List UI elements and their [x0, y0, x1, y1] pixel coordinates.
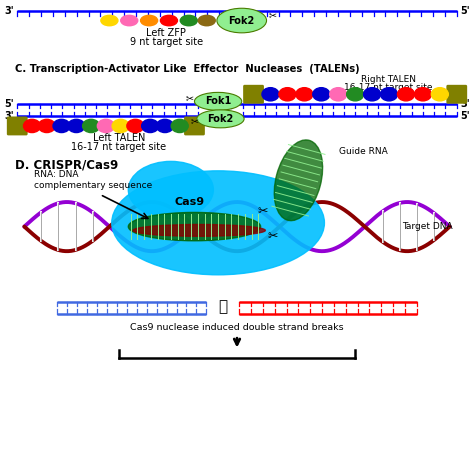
Ellipse shape [101, 15, 118, 26]
Ellipse shape [121, 15, 138, 26]
Ellipse shape [180, 15, 197, 26]
Ellipse shape [133, 225, 265, 237]
Ellipse shape [156, 119, 173, 133]
Text: ✂: ✂ [268, 10, 276, 20]
Text: 16-17 nt target site: 16-17 nt target site [71, 142, 166, 152]
Text: RNA: DNA
complementary sequence: RNA: DNA complementary sequence [34, 170, 152, 191]
Ellipse shape [274, 140, 323, 221]
Ellipse shape [364, 88, 381, 101]
FancyBboxPatch shape [7, 117, 27, 136]
Text: ✂: ✂ [258, 204, 268, 218]
Ellipse shape [142, 119, 159, 133]
Text: 5': 5' [460, 111, 470, 121]
Ellipse shape [194, 92, 242, 110]
Ellipse shape [141, 15, 157, 26]
Text: ✂: ✂ [267, 230, 278, 244]
Text: Target DNA: Target DNA [402, 222, 453, 231]
Ellipse shape [296, 88, 313, 101]
Text: C. Transcription-Activator Like  Effector  Nucleases  (TALENs): C. Transcription-Activator Like Effector… [15, 64, 359, 74]
Ellipse shape [53, 119, 70, 133]
FancyBboxPatch shape [447, 85, 467, 104]
Text: Left TALEN: Left TALEN [92, 133, 145, 143]
Ellipse shape [330, 88, 346, 101]
Ellipse shape [128, 212, 261, 241]
Text: Fok2: Fok2 [207, 114, 234, 124]
Text: 🔥: 🔥 [218, 300, 228, 314]
Ellipse shape [279, 88, 296, 101]
Ellipse shape [160, 15, 177, 26]
Ellipse shape [112, 119, 129, 133]
Ellipse shape [217, 8, 266, 33]
Ellipse shape [38, 119, 55, 133]
Ellipse shape [82, 119, 100, 133]
Text: Left ZFP: Left ZFP [146, 27, 186, 37]
Ellipse shape [313, 88, 330, 101]
Text: D. CRISPR/Cas9: D. CRISPR/Cas9 [15, 159, 118, 172]
Ellipse shape [414, 88, 431, 101]
Text: ✂: ✂ [186, 93, 194, 103]
Text: 5': 5' [4, 99, 14, 109]
Ellipse shape [198, 15, 215, 26]
Ellipse shape [97, 119, 114, 133]
Text: ✂: ✂ [191, 116, 199, 126]
Text: Cas9 nuclease induced double strand breaks: Cas9 nuclease induced double strand brea… [130, 323, 344, 332]
FancyBboxPatch shape [184, 117, 205, 136]
Text: Guide RNA: Guide RNA [338, 147, 387, 156]
Text: 5': 5' [460, 6, 470, 16]
FancyBboxPatch shape [243, 85, 264, 104]
Ellipse shape [197, 110, 244, 128]
Ellipse shape [346, 88, 364, 101]
Text: 3': 3' [4, 111, 14, 121]
Text: 9 nt target site: 9 nt target site [129, 37, 203, 47]
Ellipse shape [431, 88, 448, 101]
Text: 16-17 nt target site: 16-17 nt target site [344, 83, 432, 92]
Text: Right TALEN: Right TALEN [361, 75, 416, 84]
Ellipse shape [262, 88, 279, 101]
Text: 3': 3' [4, 6, 14, 16]
Ellipse shape [398, 88, 414, 101]
Ellipse shape [24, 119, 40, 133]
Text: Fok2: Fok2 [228, 16, 255, 26]
Ellipse shape [381, 88, 398, 101]
Text: Cas9: Cas9 [175, 197, 205, 207]
Ellipse shape [112, 171, 324, 275]
Ellipse shape [127, 119, 144, 133]
Ellipse shape [68, 119, 85, 133]
Text: Fok1: Fok1 [205, 96, 231, 106]
Ellipse shape [171, 119, 188, 133]
Text: 3': 3' [460, 99, 470, 109]
Ellipse shape [128, 161, 213, 218]
